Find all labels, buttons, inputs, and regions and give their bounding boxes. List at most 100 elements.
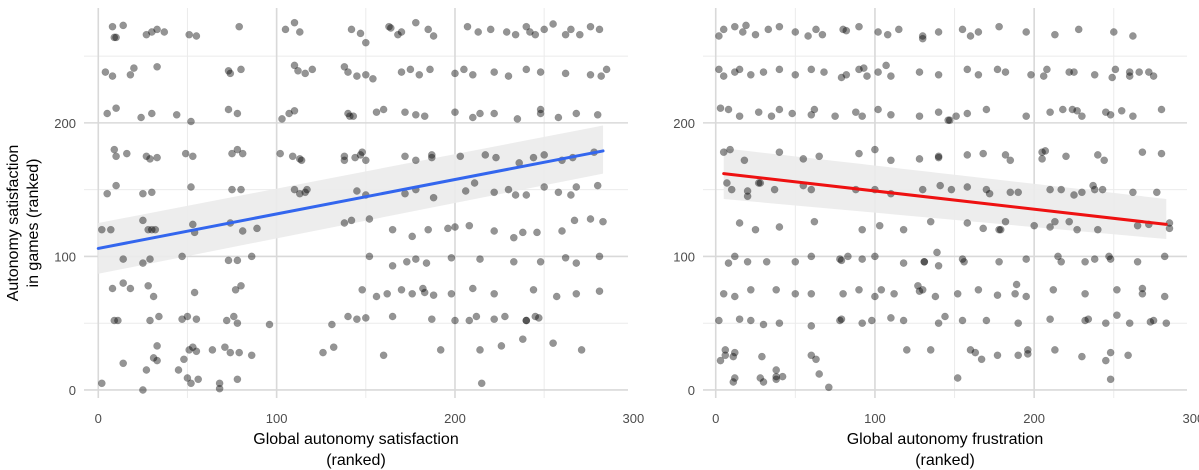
data-point — [142, 30, 151, 39]
data-point — [238, 227, 247, 235]
data-point — [1089, 181, 1097, 190]
data-point — [1135, 68, 1144, 76]
data-point — [874, 28, 882, 36]
data-point — [224, 256, 233, 265]
data-point — [743, 257, 752, 266]
data-point — [836, 316, 844, 325]
data-point — [183, 374, 192, 382]
x-tick-label: 200 — [444, 411, 466, 426]
data-point — [463, 22, 472, 31]
data-point — [887, 314, 895, 322]
data-point — [586, 22, 595, 31]
data-point — [960, 257, 968, 266]
data-point — [178, 315, 186, 324]
data-point — [920, 257, 929, 266]
data-point — [139, 386, 147, 394]
data-point — [108, 22, 117, 31]
y-axis-label-line-1: Autonomy satisfaction — [5, 145, 22, 302]
x-tick-label: 100 — [864, 411, 886, 426]
data-point — [1058, 105, 1067, 114]
data-point — [147, 109, 156, 118]
data-point — [715, 65, 723, 74]
data-point — [511, 30, 520, 39]
data-point — [915, 155, 924, 163]
data-point — [567, 25, 575, 34]
data-point — [1138, 289, 1147, 298]
data-point — [936, 181, 945, 190]
data-point — [183, 312, 192, 321]
data-point — [174, 366, 183, 374]
data-point — [187, 183, 195, 191]
data-point — [285, 109, 293, 118]
data-point — [411, 255, 420, 263]
data-point — [297, 156, 306, 165]
data-point — [187, 117, 195, 126]
data-point — [361, 314, 370, 322]
tick-labels: 0 100 200 300 0 100 200 — [54, 116, 644, 426]
data-point — [751, 30, 760, 39]
data-point — [874, 105, 882, 114]
data-point — [238, 149, 247, 158]
data-point — [1109, 28, 1118, 36]
data-point — [1006, 156, 1015, 165]
data-point — [172, 110, 181, 119]
data-point — [730, 374, 739, 382]
data-point — [963, 183, 972, 191]
data-point — [490, 227, 499, 235]
data-point — [1074, 25, 1083, 34]
data-point — [1051, 217, 1059, 226]
data-point — [1014, 351, 1023, 360]
data-point — [465, 316, 474, 325]
data-point — [810, 217, 819, 226]
data-point — [723, 179, 731, 187]
data-point — [290, 106, 299, 115]
data-point — [875, 221, 884, 230]
data-point — [772, 366, 781, 374]
data-point — [1146, 318, 1155, 326]
data-point — [958, 316, 967, 325]
data-point — [221, 343, 229, 352]
data-point — [966, 32, 975, 40]
data-point — [481, 151, 490, 159]
data-point — [1133, 221, 1142, 230]
data-point — [388, 261, 397, 270]
data-point — [926, 346, 935, 354]
data-point — [979, 149, 988, 158]
data-point — [824, 383, 833, 392]
data-point — [1014, 188, 1023, 197]
data-point — [1023, 350, 1032, 358]
data-point — [447, 289, 456, 298]
data-point — [420, 288, 429, 297]
data-point — [1073, 106, 1081, 115]
data-point — [729, 378, 738, 386]
data-point — [253, 224, 261, 233]
data-point — [188, 220, 197, 229]
data-point — [247, 252, 256, 261]
data-point — [188, 152, 197, 161]
data-point — [281, 25, 290, 34]
data-point — [1065, 68, 1074, 76]
data-point — [770, 185, 779, 194]
data-point — [1078, 112, 1086, 121]
data-point — [1001, 151, 1010, 159]
data-point — [540, 183, 549, 191]
y-axis-label-left: Autonomy satisfaction in games (ranked) — [5, 145, 42, 302]
data-point — [953, 289, 962, 298]
data-point — [947, 185, 956, 194]
data-point — [775, 319, 784, 328]
data-point — [874, 68, 882, 76]
data-point — [344, 312, 352, 321]
data-point — [1113, 285, 1121, 294]
data-point — [721, 351, 730, 360]
data-point — [147, 28, 156, 36]
data-point — [1062, 152, 1070, 161]
data-point — [993, 65, 1002, 74]
data-point — [933, 248, 941, 257]
data-point — [855, 65, 863, 74]
data-point — [208, 346, 217, 354]
data-point — [597, 72, 606, 80]
data-point — [993, 351, 1002, 360]
data-point — [185, 30, 194, 39]
data-point — [386, 24, 395, 32]
